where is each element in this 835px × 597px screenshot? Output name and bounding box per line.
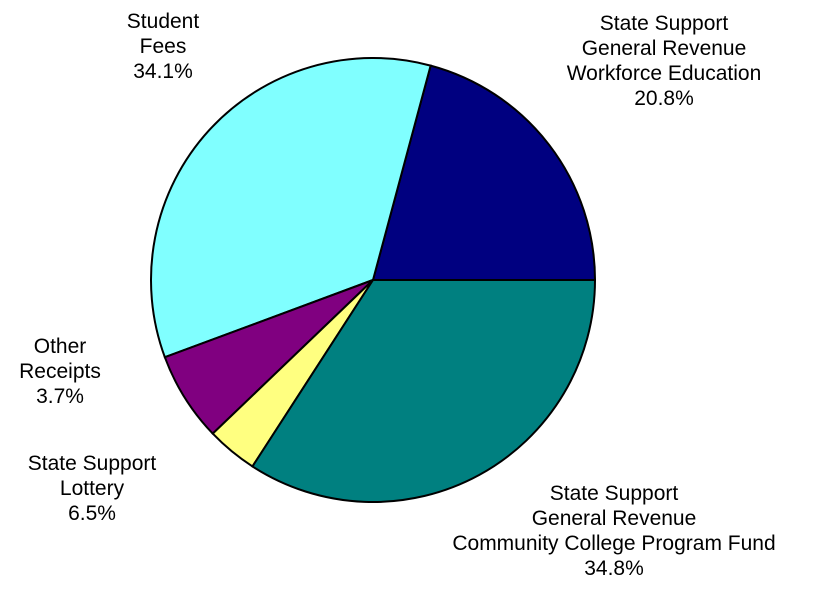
slice-label: Other [34, 335, 87, 358]
pie-slice [150, 57, 432, 359]
slice-label: Fees [140, 35, 187, 58]
slice-label: Lottery [60, 477, 125, 500]
slice-label: Workforce Education [567, 62, 762, 85]
slice-label: State Support [28, 452, 157, 475]
slice-percent-label: 20.8% [634, 87, 694, 110]
slice-label: Receipts [19, 360, 101, 383]
slice-percent-label: 34.1% [133, 60, 193, 83]
slice-label: State Support [550, 482, 679, 505]
slice-percent-label: 34.8% [584, 557, 644, 580]
slice-percent-label: 6.5% [68, 502, 116, 525]
slice-label: General Revenue [532, 507, 697, 530]
slice-label: Student [127, 10, 200, 33]
pie-slice [371, 64, 597, 281]
pie-slice [251, 279, 597, 503]
slice-label: State Support [600, 12, 729, 35]
slice-label: Community College Program Fund [452, 532, 775, 555]
slice-percent-label: 3.7% [36, 385, 84, 408]
slice-label: General Revenue [582, 37, 747, 60]
